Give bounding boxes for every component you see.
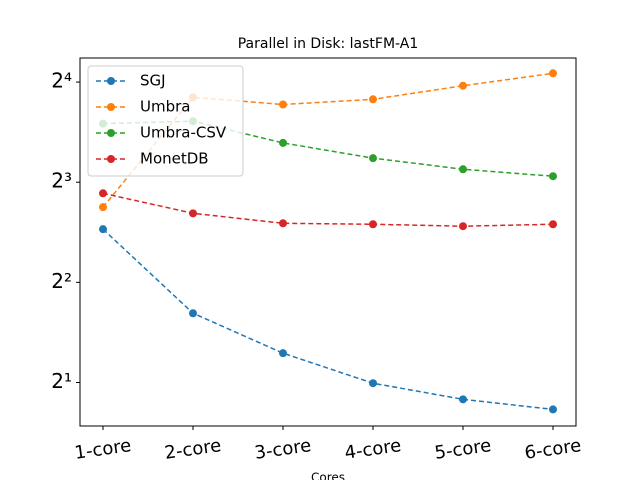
series-line xyxy=(102,228,554,411)
marker xyxy=(549,405,557,414)
marker xyxy=(459,81,467,90)
marker xyxy=(549,172,557,181)
y-tick-label: 2⁴ xyxy=(51,69,72,93)
marker xyxy=(189,209,197,218)
marker xyxy=(99,189,107,198)
marker xyxy=(279,100,287,109)
x-tick-label: 2-core xyxy=(163,435,222,464)
legend-marker xyxy=(107,77,115,85)
marker xyxy=(279,349,287,358)
y-tick-label: 2² xyxy=(51,269,72,293)
series-line xyxy=(102,192,554,227)
marker xyxy=(369,95,377,104)
legend-label: Umbra-CSV xyxy=(140,124,227,142)
marker xyxy=(549,220,557,229)
x-axis-label: Cores xyxy=(311,471,345,480)
legend-marker xyxy=(107,129,115,137)
plot-frame xyxy=(79,57,577,427)
marker xyxy=(549,69,557,78)
marker xyxy=(459,165,467,174)
x-tick-label: 1-core xyxy=(73,435,132,464)
legend-label: SGJ xyxy=(140,72,166,90)
series-line xyxy=(102,72,554,208)
marker xyxy=(369,379,377,388)
marker xyxy=(99,203,107,212)
x-tick-label: 5-core xyxy=(433,435,492,464)
marker xyxy=(279,138,287,147)
y-tick-label: 2³ xyxy=(51,169,72,193)
legend-marker xyxy=(107,155,115,163)
legend-marker xyxy=(107,103,115,111)
marker xyxy=(369,220,377,229)
legend-label: Umbra xyxy=(140,98,190,116)
marker xyxy=(459,395,467,404)
marker xyxy=(99,225,107,234)
marker xyxy=(369,154,377,163)
legend-box xyxy=(87,65,244,177)
x-tick-label: 4-core xyxy=(343,435,402,464)
chart-title: Parallel in Disk: lastFM-A1 xyxy=(238,36,419,52)
legend-label: MonetDB xyxy=(140,150,209,168)
marker xyxy=(279,219,287,228)
x-tick-label: 6-core xyxy=(523,435,582,464)
y-tick-label: 2¹ xyxy=(51,369,72,393)
marker xyxy=(459,222,467,231)
x-tick-label: 3-core xyxy=(253,435,312,464)
marker xyxy=(189,309,197,318)
